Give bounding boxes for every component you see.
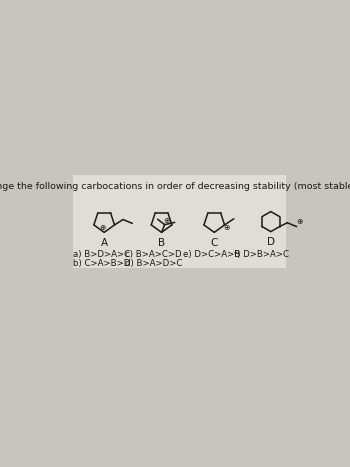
Text: A: A	[101, 238, 108, 248]
Text: D: D	[267, 237, 275, 247]
Text: ⊕: ⊕	[296, 218, 303, 226]
Text: ⊕: ⊕	[99, 223, 106, 232]
Text: c) B>A>C>D: c) B>A>C>D	[125, 250, 182, 259]
Text: B: B	[158, 238, 165, 248]
Text: Arrange the following carbocations in order of decreasing stability (most stable: Arrange the following carbocations in or…	[0, 182, 350, 191]
FancyBboxPatch shape	[73, 176, 286, 268]
Text: e) D>C>A>B: e) D>C>A>B	[183, 250, 240, 259]
Text: d) B>A>D>C: d) B>A>D>C	[125, 259, 182, 268]
Text: b) C>A>B>D: b) C>A>B>D	[73, 259, 131, 268]
Text: C: C	[211, 238, 218, 248]
Text: f) D>B>A>C: f) D>B>A>C	[234, 250, 289, 259]
Text: a) B>D>A>C: a) B>D>A>C	[73, 250, 130, 259]
Text: ⊕: ⊕	[164, 216, 170, 225]
Text: ⊕: ⊕	[224, 223, 230, 232]
